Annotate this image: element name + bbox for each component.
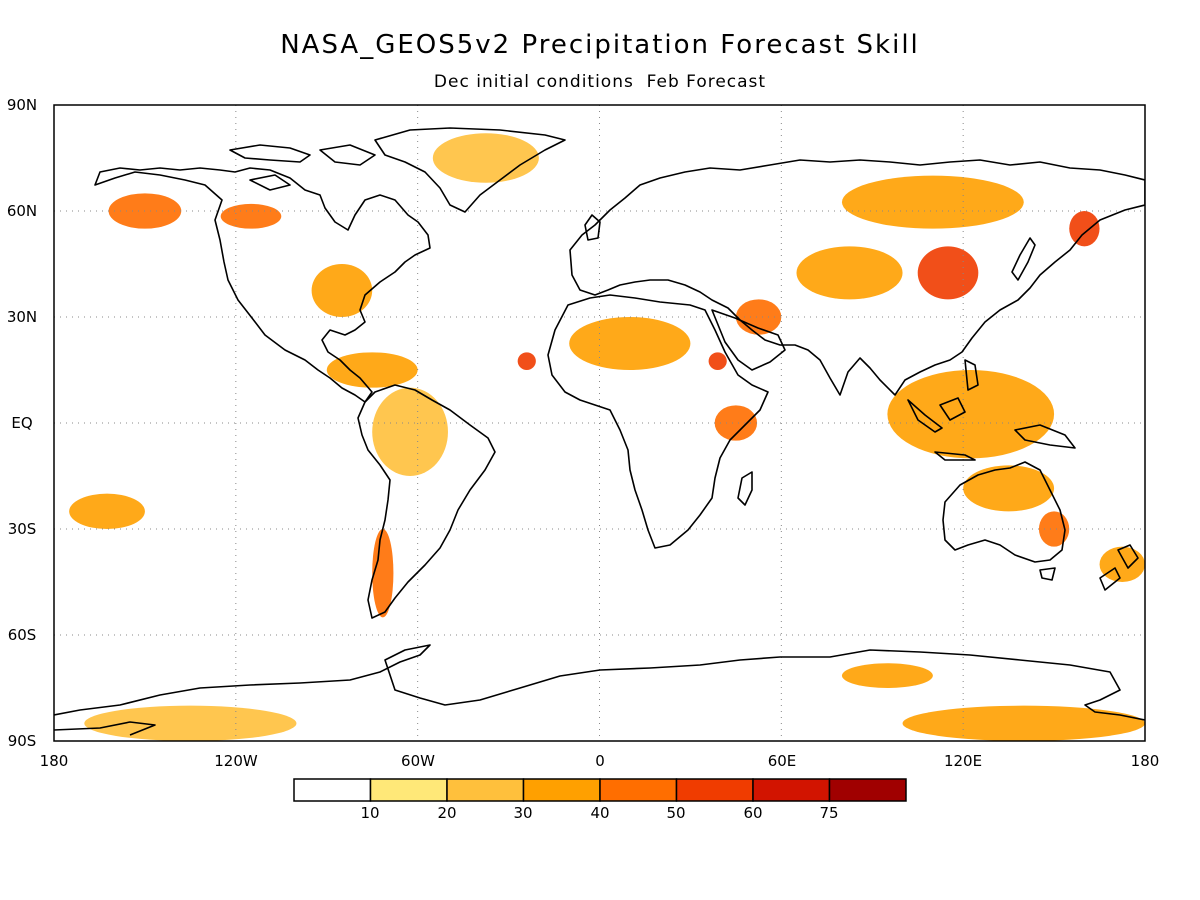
colorbar-tick-label: 50 — [666, 804, 685, 822]
lon-tick-label: 120W — [214, 752, 258, 770]
skill-region — [714, 405, 758, 441]
map-frame — [53, 104, 1146, 742]
colorbar-swatch — [369, 778, 448, 802]
lat-tick-label: 30N — [7, 308, 37, 326]
colorbar-tick-label: 30 — [513, 804, 532, 822]
colorbar-tick-label: 75 — [819, 804, 838, 822]
colorbar-boxes — [293, 778, 907, 802]
tasmania-coastline — [1039, 567, 1056, 581]
new-zealand-coastline — [1099, 544, 1139, 591]
skill-region — [1099, 546, 1145, 582]
lat-tick-label: 60N — [7, 202, 37, 220]
colorbar-swatch — [293, 778, 372, 802]
skill-shading-layer — [69, 133, 1145, 741]
skill-region — [841, 663, 933, 689]
colorbar-swatch — [599, 778, 678, 802]
skill-region — [311, 264, 373, 317]
skill-region — [887, 370, 1055, 459]
colorbar-swatch — [522, 778, 601, 802]
british-isles-coastline — [584, 214, 601, 241]
colorbar-legend: 10 20 30 40 50 60 75 — [293, 778, 907, 822]
north-america-coastline — [94, 167, 431, 403]
coastline-layer — [54, 127, 1145, 736]
antarctica-coastline — [54, 644, 1145, 721]
colorbar-tick-label: 10 — [360, 804, 379, 822]
colorbar-swatch — [828, 778, 907, 802]
greenland-coastline — [374, 127, 566, 213]
australia-coastline — [942, 461, 1066, 563]
skill-region — [69, 493, 145, 529]
skill-region — [796, 246, 903, 300]
madagascar-coastline — [737, 471, 753, 506]
skill-region — [963, 465, 1055, 512]
skill-region — [517, 352, 536, 370]
colorbar-tick-label: 60 — [743, 804, 762, 822]
arctic-islands-coastline — [229, 144, 376, 191]
skill-region — [220, 203, 282, 229]
chart-title: NASA_GEOS5v2 Precipitation Forecast Skil… — [280, 30, 920, 60]
lat-tick-label: 30S — [8, 520, 37, 538]
skill-region — [902, 705, 1145, 741]
lat-tick-label: 90N — [7, 96, 37, 114]
longitude-axis: 180 120W 60W 0 60E 120E 180 — [40, 752, 1160, 770]
arabia-coastline — [711, 309, 786, 371]
lon-tick-label: 60E — [768, 752, 797, 770]
africa-coastline — [547, 294, 769, 549]
lat-tick-label: 90S — [8, 732, 37, 750]
colorbar-swatch — [752, 778, 831, 802]
lon-tick-label: 0 — [595, 752, 605, 770]
lon-tick-label: 60W — [401, 752, 435, 770]
skill-region — [569, 317, 691, 370]
skill-region — [372, 529, 394, 618]
skill-region — [1069, 211, 1100, 247]
japan-coastline — [1011, 237, 1036, 281]
gridlines — [54, 105, 1145, 741]
colorbar-tick-label: 20 — [437, 804, 456, 822]
lon-tick-label: 120E — [944, 752, 982, 770]
lat-tick-label: EQ — [11, 414, 32, 432]
lon-tick-label: 180 — [1131, 752, 1160, 770]
skill-region — [372, 387, 448, 477]
skill-region — [841, 175, 1024, 229]
skill-region — [432, 133, 539, 183]
skill-region — [708, 352, 727, 370]
colorbar-swatch — [446, 778, 525, 802]
chart-subtitle: Dec initial conditions Feb Forecast — [434, 72, 766, 92]
skill-region — [1038, 511, 1070, 547]
skill-region — [917, 246, 979, 300]
colorbar-tick-label: 40 — [590, 804, 609, 822]
antarctica-west-coastline — [54, 721, 156, 736]
skill-region — [84, 705, 297, 741]
colorbar-swatch — [675, 778, 754, 802]
world-map — [53, 104, 1146, 742]
maritime-continent-coastline — [907, 359, 1076, 461]
lon-tick-label: 180 — [40, 752, 69, 770]
eurasia-coastline — [569, 159, 1145, 396]
latitude-axis: 90N 60N 30N EQ 30S 60S 90S — [7, 96, 37, 750]
south-america-coastline — [357, 384, 496, 619]
lat-tick-label: 60S — [8, 626, 37, 644]
skill-region — [326, 352, 418, 388]
